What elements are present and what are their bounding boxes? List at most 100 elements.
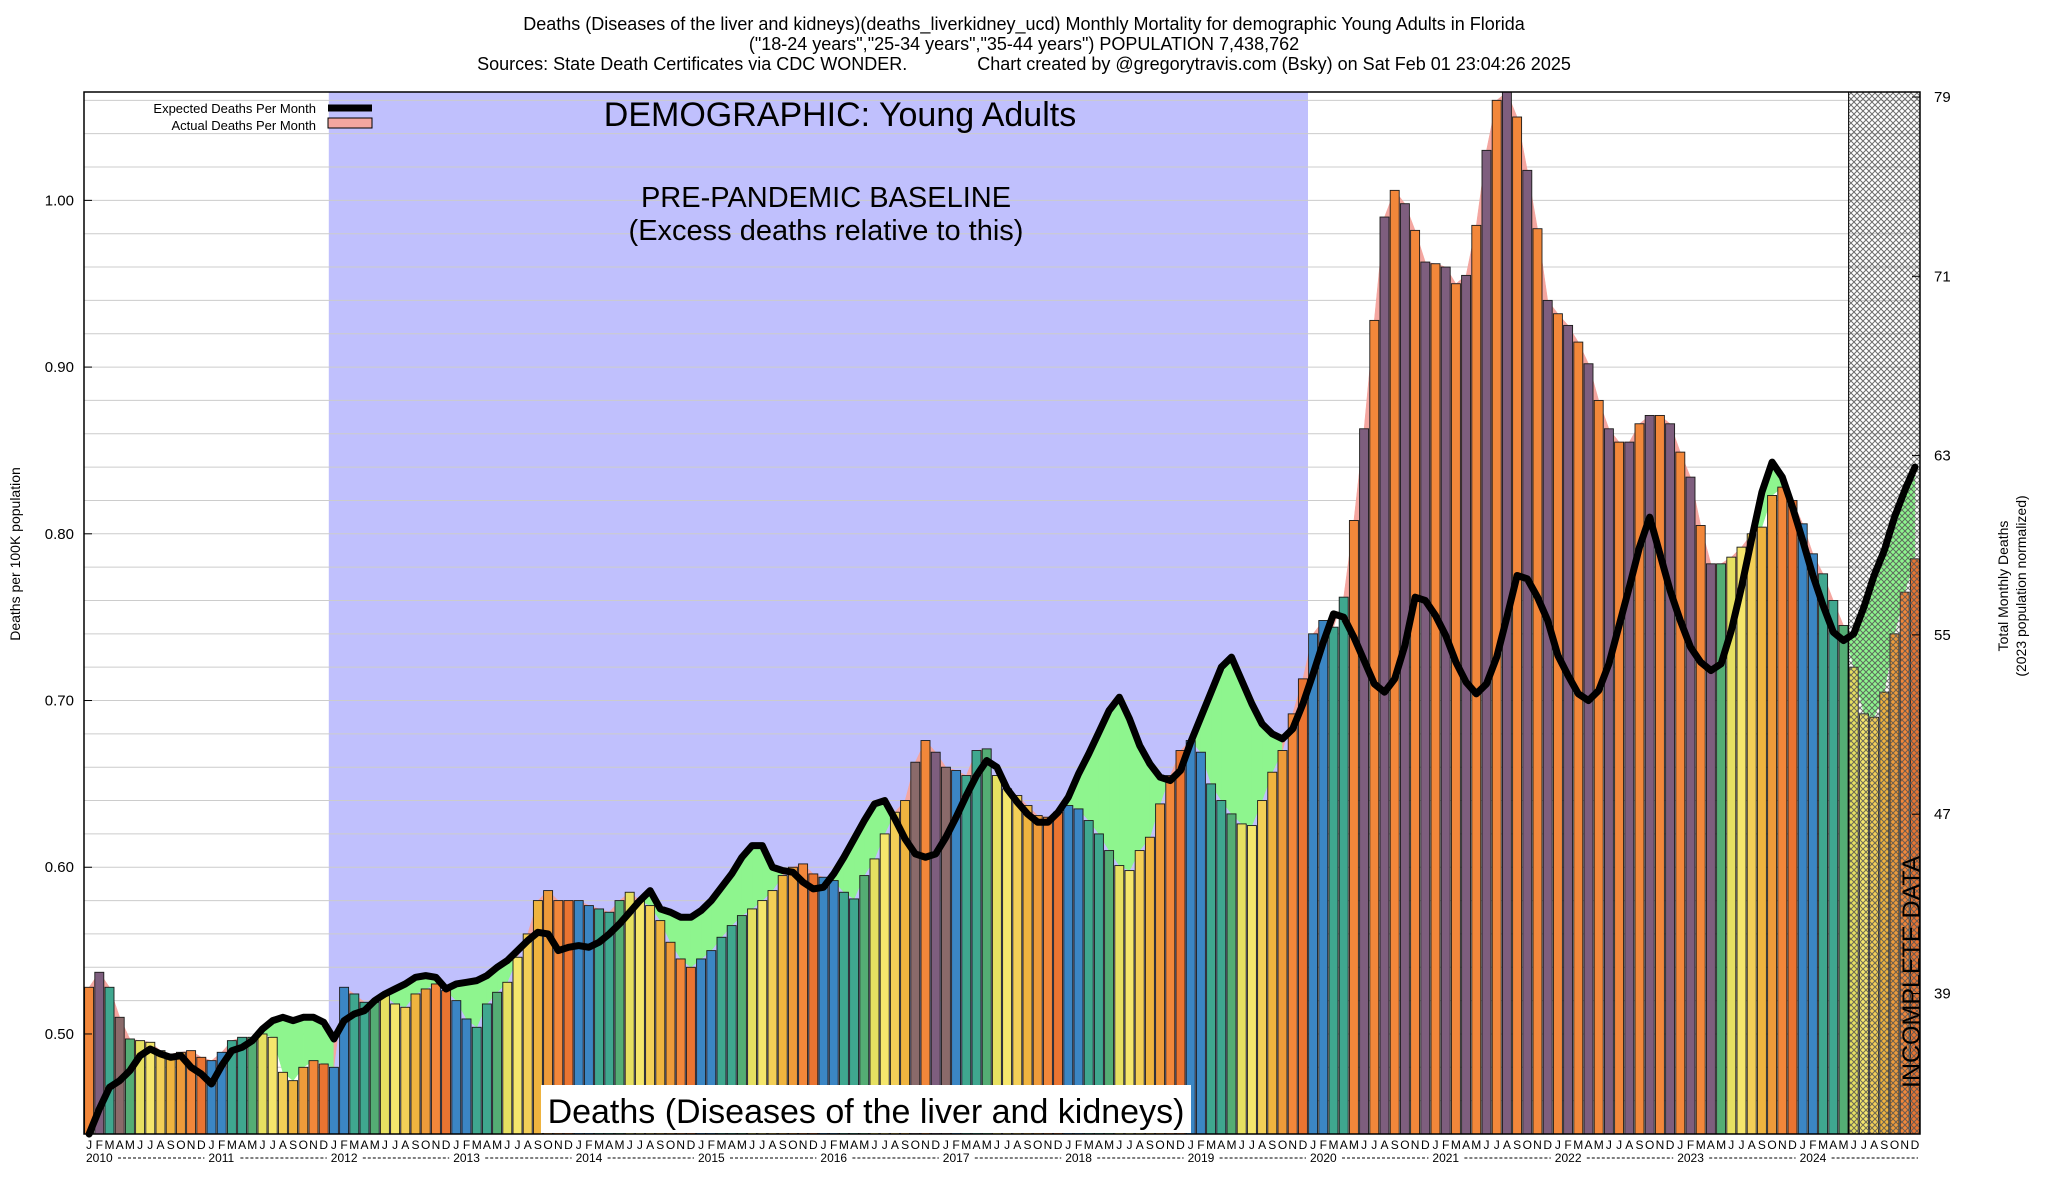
month-label: J (1484, 1138, 1490, 1152)
month-label: A (1748, 1138, 1756, 1152)
month-label: J (698, 1138, 704, 1152)
month-label: D (1054, 1138, 1063, 1152)
year-label-bg (1797, 1152, 1830, 1164)
month-label: A (1707, 1138, 1715, 1152)
year-label-bg (1552, 1152, 1585, 1164)
month-label: O (1523, 1138, 1532, 1152)
month-label: O (1033, 1138, 1042, 1152)
month-label: N (676, 1138, 685, 1152)
bar (339, 986, 350, 1135)
month-label: M (1329, 1138, 1339, 1152)
bar (502, 981, 513, 1135)
month-label: S (1635, 1138, 1643, 1152)
month-label: F (1320, 1138, 1327, 1152)
month-label: M (492, 1138, 502, 1152)
bar (328, 1066, 339, 1135)
bar (1838, 625, 1849, 1135)
right-tick-label: 55 (1934, 627, 1951, 644)
month-label: N (921, 1138, 930, 1152)
month-label: M (1227, 1138, 1237, 1152)
month-label: J (872, 1138, 878, 1152)
month-label: O (1890, 1138, 1899, 1152)
bar (1603, 428, 1614, 1135)
month-label: A (1340, 1138, 1348, 1152)
year-label: 2019 (1188, 1151, 1215, 1165)
bar (1797, 523, 1808, 1135)
month-label: F (218, 1138, 225, 1152)
excess-area-segment (282, 1016, 294, 1082)
bar (1828, 600, 1839, 1135)
bar (1583, 363, 1594, 1135)
axis-ticks: 0.50 0.60 0.70 0.80 0.90 1.00 39 47 55 63 71 79 (45, 89, 1951, 1043)
month-label: N (1166, 1138, 1175, 1152)
month-label: S (289, 1138, 297, 1152)
month-label: J (943, 1138, 949, 1152)
year-label: 2022 (1555, 1151, 1582, 1165)
month-label: M (737, 1138, 747, 1152)
month-label: A (483, 1138, 491, 1152)
bar (1348, 520, 1359, 1135)
bar (1185, 740, 1196, 1135)
legend: Expected Deaths Per Month Actual Deaths … (153, 101, 373, 133)
month-label: M (982, 1138, 992, 1152)
month-label: F (463, 1138, 470, 1152)
bar (277, 1071, 288, 1135)
month-label: N (432, 1138, 441, 1152)
month-label: J (882, 1138, 888, 1152)
month-label: A (524, 1138, 532, 1152)
year-label: 2012 (331, 1151, 358, 1165)
bar (1440, 266, 1451, 1135)
month-label: N (1411, 1138, 1420, 1152)
month-label: J (1677, 1138, 1683, 1152)
month-label: A (768, 1138, 776, 1152)
month-label: M (247, 1138, 257, 1152)
baseline-label-2: (Excess deaths relative to this) (629, 215, 1024, 247)
year-label: 2021 (1432, 1151, 1459, 1165)
bar (390, 1003, 401, 1135)
month-label: J (1555, 1138, 1561, 1152)
month-label: S (411, 1138, 419, 1152)
year-label-bg (573, 1152, 606, 1164)
month-label: J (331, 1138, 337, 1152)
bottom-label: Deaths (Diseases of the liver and kidney… (548, 1093, 1185, 1131)
bar (1614, 441, 1625, 1135)
excess-area-segment (1221, 656, 1232, 815)
chart-title-line-3: Sources: State Death Certificates via CD… (477, 54, 1571, 74)
year-label-bg (451, 1152, 484, 1164)
bar (155, 1050, 166, 1135)
bar (1379, 216, 1390, 1135)
year-label-bg (328, 1152, 361, 1164)
bar (930, 751, 941, 1135)
bar (1369, 319, 1380, 1135)
bar (1665, 423, 1676, 1135)
bar (267, 1036, 278, 1135)
bar (1532, 228, 1543, 1135)
y-axis-label-left: Deaths per 100K population (7, 467, 23, 641)
month-label: S (779, 1138, 787, 1152)
bar (359, 1001, 370, 1135)
year-label-bg (1675, 1152, 1708, 1164)
year-label: 2024 (1800, 1151, 1827, 1165)
bar (1226, 813, 1237, 1135)
bar (1318, 620, 1329, 1135)
bar (1206, 783, 1217, 1135)
year-label-bg (1185, 1152, 1218, 1164)
bar (492, 991, 503, 1135)
month-label: O (666, 1138, 675, 1152)
month-label: S (1391, 1138, 1399, 1152)
month-label: J (1371, 1138, 1377, 1152)
year-label-bg (84, 1152, 116, 1164)
excess-area-segment (1108, 696, 1120, 867)
month-label: J (1739, 1138, 1745, 1152)
month-label: M (1594, 1138, 1604, 1152)
chart-title-line-1: Deaths (Diseases of the liver and kidney… (523, 14, 1525, 34)
right-tick-label: 63 (1934, 448, 1951, 465)
month-label: S (534, 1138, 542, 1152)
bar (1328, 626, 1339, 1135)
bar (1807, 553, 1818, 1135)
month-label: D (1666, 1138, 1675, 1152)
bar (920, 740, 931, 1135)
legend-actual-label: Actual Deaths Per Month (171, 118, 316, 133)
plot-border (83, 91, 1921, 1135)
month-label: M (1104, 1138, 1114, 1152)
